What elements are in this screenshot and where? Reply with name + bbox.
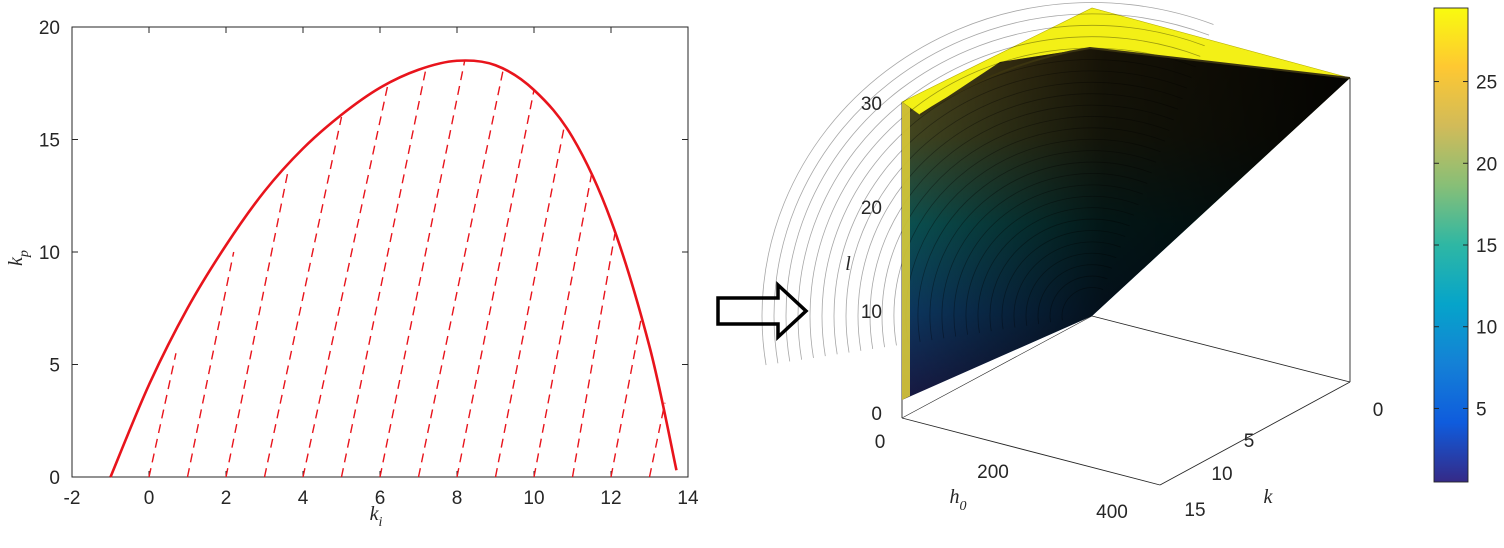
k-tick-label: 15 bbox=[1184, 500, 1205, 521]
hatch-line bbox=[148, 353, 177, 478]
mesh-line bbox=[1001, 230, 1126, 330]
k-tick-label: 5 bbox=[1244, 431, 1255, 452]
y-tick-label: 15 bbox=[39, 131, 60, 152]
x-axis-label: ki bbox=[370, 503, 383, 530]
hatch-lines bbox=[148, 60, 666, 478]
h-tick-label: 400 bbox=[1096, 502, 1128, 523]
surface-edge bbox=[1091, 315, 1351, 383]
mesh-line bbox=[797, 36, 1201, 360]
y-tick-label: 20 bbox=[39, 18, 60, 39]
floor-h-axis bbox=[901, 417, 1161, 486]
h-axis-label-sub: 0 bbox=[960, 499, 967, 514]
x-tick-label: 2 bbox=[221, 488, 232, 509]
floor-back-axis bbox=[901, 315, 1093, 419]
k-tick-label: 10 bbox=[1211, 464, 1232, 485]
ridge-line bbox=[919, 46, 1351, 116]
z-tick-label: 30 bbox=[861, 94, 882, 115]
h-tick-label: 0 bbox=[875, 432, 886, 453]
mesh-line bbox=[929, 161, 1152, 341]
mesh-line bbox=[1049, 275, 1108, 323]
colorbar bbox=[1433, 7, 1469, 483]
mesh-line bbox=[1037, 264, 1113, 325]
z-tick-label: 0 bbox=[871, 404, 882, 425]
hatch-line bbox=[417, 69, 504, 478]
floor-k-axis bbox=[1159, 381, 1351, 486]
hatch-line bbox=[225, 173, 289, 478]
mesh-line bbox=[989, 218, 1130, 332]
mesh-line bbox=[761, 2, 1214, 366]
y-tick-label: 10 bbox=[39, 243, 60, 264]
mesh-line bbox=[869, 104, 1174, 350]
mesh-line bbox=[965, 195, 1139, 335]
h-axis-label-main: h bbox=[950, 486, 960, 508]
hatch-line bbox=[610, 314, 643, 478]
y-tick-label: 0 bbox=[49, 468, 60, 489]
mesh-line bbox=[821, 59, 1192, 357]
mesh-line bbox=[953, 184, 1143, 337]
mesh-line bbox=[773, 13, 1210, 364]
z-tick-label: 20 bbox=[861, 198, 882, 219]
left-axes-box bbox=[71, 26, 689, 478]
colorbar-tick-label: 5 bbox=[1476, 399, 1487, 420]
x-tick-label: -2 bbox=[64, 488, 81, 509]
hatch-line bbox=[340, 67, 427, 478]
colorbar-ticks: 5 10 15 20 25 bbox=[1434, 73, 1497, 420]
y-axis-label: kp bbox=[5, 250, 32, 266]
x-tick-label: 8 bbox=[452, 488, 463, 509]
surface-mesh bbox=[761, 2, 1351, 366]
x-tick-label: 6 bbox=[375, 488, 386, 509]
hatch-line bbox=[302, 85, 389, 478]
k-tick-label: 0 bbox=[1373, 400, 1384, 421]
colorbar-tick-label: 10 bbox=[1476, 318, 1497, 339]
mesh-line bbox=[1025, 252, 1117, 326]
hatch-line bbox=[648, 402, 666, 478]
h-axis-label: h0 bbox=[950, 486, 967, 514]
colorbar-tick-label: 15 bbox=[1476, 236, 1497, 257]
mesh-line bbox=[941, 173, 1148, 339]
z-axis-label: l bbox=[845, 253, 851, 275]
mesh-line bbox=[1013, 241, 1121, 328]
colorbar-tick-label: 20 bbox=[1476, 154, 1497, 175]
mesh-line bbox=[845, 81, 1183, 353]
z-tick-label: 10 bbox=[861, 302, 882, 323]
x-tick-label: 10 bbox=[523, 488, 544, 509]
mesh-line bbox=[809, 47, 1196, 358]
colorbar-tick-label: 25 bbox=[1476, 73, 1497, 94]
surface-3d: 30 20 10 0 0 200 400 0 5 10 15 l h0 k bbox=[761, 2, 1384, 523]
mesh-line bbox=[833, 70, 1188, 355]
x-axis-label-main: k bbox=[370, 503, 380, 525]
mesh-line bbox=[785, 24, 1205, 362]
x-axis-label-sub: i bbox=[379, 515, 383, 530]
mesh-line bbox=[917, 150, 1157, 342]
mesh-line bbox=[1061, 287, 1104, 321]
right-arrow-icon bbox=[716, 280, 809, 342]
x-tick-label: 12 bbox=[600, 488, 621, 509]
mesh-line bbox=[977, 207, 1135, 334]
mesh-line bbox=[857, 93, 1179, 351]
y-axis-label-sub: p bbox=[17, 250, 32, 258]
boundary-curve bbox=[109, 59, 678, 478]
mesh-line bbox=[893, 127, 1166, 346]
surface-left-edge bbox=[902, 102, 910, 400]
x-tick-label: 4 bbox=[298, 488, 309, 509]
hatch-line bbox=[263, 116, 343, 478]
surface-front-shade bbox=[902, 48, 1350, 400]
y-tick-label: 5 bbox=[49, 356, 60, 377]
x-tick-label: 14 bbox=[677, 488, 699, 509]
hatch-line bbox=[533, 173, 593, 478]
hatch-line bbox=[571, 233, 616, 478]
k-axis-label: k bbox=[1264, 486, 1274, 508]
hatch-line bbox=[379, 60, 466, 478]
hatch-line bbox=[186, 251, 235, 478]
y-axis-label-main: k bbox=[5, 256, 27, 266]
x-tick-label: 0 bbox=[144, 488, 155, 509]
mesh-line bbox=[881, 116, 1170, 348]
h-tick-label: 200 bbox=[977, 462, 1009, 483]
hatch-line bbox=[456, 89, 535, 478]
